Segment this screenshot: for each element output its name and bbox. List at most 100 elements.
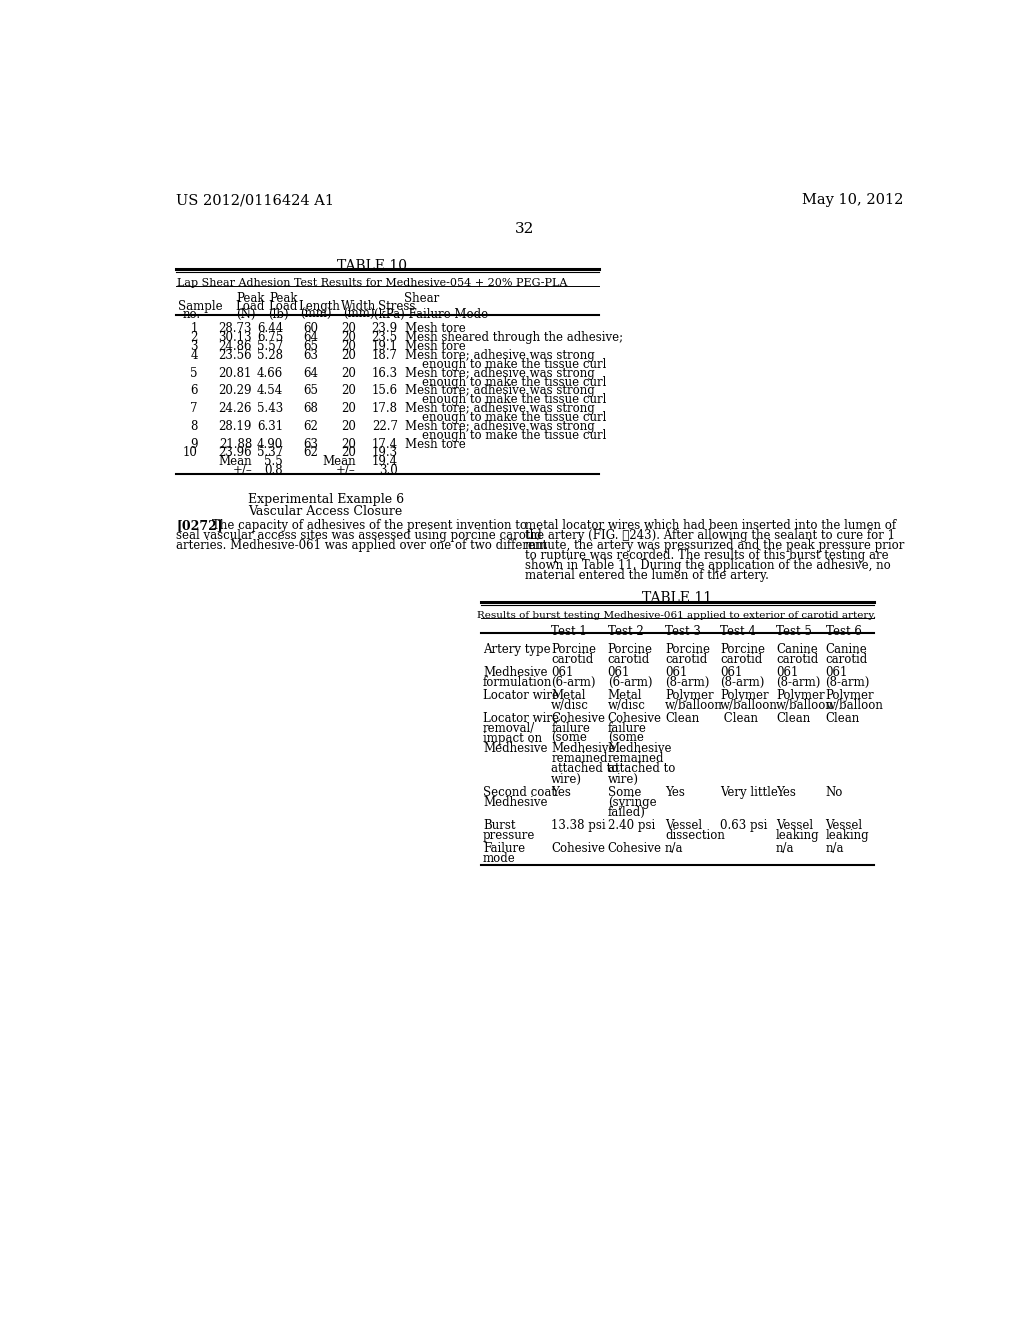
Text: 28.19: 28.19 [219, 420, 252, 433]
Text: Mesh sheared through the adhesive;: Mesh sheared through the adhesive; [406, 331, 624, 345]
Text: Lap Shear Adhesion Test Results for Medhesive-054 + 20% PEG-PLA: Lap Shear Adhesion Test Results for Medh… [177, 277, 567, 288]
Text: Medhesive: Medhesive [483, 667, 548, 680]
Text: 20: 20 [341, 322, 356, 335]
Text: failure: failure [551, 722, 590, 735]
Text: 64: 64 [303, 367, 317, 380]
Text: failure: failure [607, 722, 646, 735]
Text: 061: 061 [825, 667, 848, 680]
Text: 9: 9 [190, 437, 198, 450]
Text: 5.37: 5.37 [257, 446, 283, 459]
Text: (lb): (lb) [268, 308, 289, 321]
Text: 20: 20 [341, 420, 356, 433]
Text: (kPa) Failure Mode: (kPa) Failure Mode [375, 308, 488, 321]
Text: Clean: Clean [720, 713, 758, 726]
Text: 64: 64 [303, 331, 317, 345]
Text: 24.86: 24.86 [218, 341, 252, 354]
Text: Shear: Shear [403, 293, 439, 305]
Text: Cohesive: Cohesive [607, 713, 662, 726]
Text: 68: 68 [303, 403, 317, 414]
Text: Vessel: Vessel [776, 818, 813, 832]
Text: (N): (N) [236, 308, 255, 321]
Text: 23.96: 23.96 [218, 446, 252, 459]
Text: Yes: Yes [776, 785, 796, 799]
Text: Polymer: Polymer [720, 689, 769, 702]
Text: Polymer: Polymer [665, 689, 714, 702]
Text: Medhesive: Medhesive [551, 742, 615, 755]
Text: Width: Width [341, 300, 377, 313]
Text: carotid: carotid [607, 653, 650, 667]
Text: Experimental Example 6: Experimental Example 6 [248, 492, 403, 506]
Text: material entered the lumen of the artery.: material entered the lumen of the artery… [524, 569, 769, 582]
Text: (8-arm): (8-arm) [665, 676, 710, 689]
Text: Yes: Yes [551, 785, 571, 799]
Text: Clean: Clean [825, 713, 860, 726]
Text: Test 2: Test 2 [607, 626, 643, 639]
Text: 10: 10 [183, 446, 198, 459]
Text: Mesh tore; adhesive was strong: Mesh tore; adhesive was strong [406, 384, 595, 397]
Text: Medhesive: Medhesive [607, 742, 672, 755]
Text: 21.88: 21.88 [219, 437, 252, 450]
Text: remained: remained [551, 752, 607, 766]
Text: no.: no. [182, 308, 201, 321]
Text: Polymer: Polymer [825, 689, 874, 702]
Text: Cohesive: Cohesive [551, 842, 605, 855]
Text: Locator wire: Locator wire [483, 713, 559, 726]
Text: Test 6: Test 6 [825, 626, 861, 639]
Text: 2: 2 [190, 331, 198, 345]
Text: 3.0: 3.0 [379, 465, 397, 477]
Text: 17.4: 17.4 [372, 437, 397, 450]
Text: (mm): (mm) [343, 308, 374, 321]
Text: Canine: Canine [825, 643, 867, 656]
Text: Load: Load [234, 300, 264, 313]
Text: TABLE 11: TABLE 11 [642, 591, 712, 605]
Text: 19.1: 19.1 [372, 341, 397, 354]
Text: 13.38 psi: 13.38 psi [551, 818, 606, 832]
Text: 28.73: 28.73 [218, 322, 252, 335]
Text: Some: Some [607, 785, 641, 799]
Text: the artery (FIG. ␴243). After allowing the sealant to cure for 1: the artery (FIG. ␴243). After allowing t… [524, 529, 895, 543]
Text: 63: 63 [303, 437, 317, 450]
Text: Load: Load [268, 300, 298, 313]
Text: w/disc: w/disc [607, 700, 645, 713]
Text: enough to make the tissue curl: enough to make the tissue curl [423, 393, 607, 407]
Text: 2.40 psi: 2.40 psi [607, 818, 655, 832]
Text: 20: 20 [341, 384, 356, 397]
Text: 23.56: 23.56 [218, 348, 252, 362]
Text: 65: 65 [303, 341, 317, 354]
Text: Porcine: Porcine [665, 643, 710, 656]
Text: w/balloon: w/balloon [665, 700, 723, 713]
Text: +/–: +/– [232, 465, 252, 477]
Text: wire): wire) [551, 772, 583, 785]
Text: leaking: leaking [825, 829, 869, 842]
Text: 4.90: 4.90 [257, 437, 283, 450]
Text: n/a: n/a [776, 842, 795, 855]
Text: Clean: Clean [665, 713, 699, 726]
Text: (8-arm): (8-arm) [825, 676, 869, 689]
Text: enough to make the tissue curl: enough to make the tissue curl [423, 429, 607, 442]
Text: 65: 65 [303, 384, 317, 397]
Text: Porcine: Porcine [607, 643, 652, 656]
Text: pressure: pressure [483, 829, 536, 842]
Text: 18.7: 18.7 [372, 348, 397, 362]
Text: failed): failed) [607, 805, 645, 818]
Text: Canine: Canine [776, 643, 817, 656]
Text: (6-arm): (6-arm) [607, 676, 652, 689]
Text: 20.81: 20.81 [219, 367, 252, 380]
Text: Very little: Very little [720, 785, 778, 799]
Text: w/balloon: w/balloon [776, 700, 834, 713]
Text: 8: 8 [190, 420, 198, 433]
Text: dissection: dissection [665, 829, 725, 842]
Text: Cohesive: Cohesive [551, 713, 605, 726]
Text: Medhesive: Medhesive [483, 742, 548, 755]
Text: removal/: removal/ [483, 722, 536, 735]
Text: US 2012/0116424 A1: US 2012/0116424 A1 [176, 193, 334, 207]
Text: 20: 20 [341, 446, 356, 459]
Text: Locator wire: Locator wire [483, 689, 559, 702]
Text: formulation: formulation [483, 676, 552, 689]
Text: 20: 20 [341, 348, 356, 362]
Text: carotid: carotid [665, 653, 708, 667]
Text: 061: 061 [607, 667, 630, 680]
Text: Porcine: Porcine [551, 643, 596, 656]
Text: Mesh tore; adhesive was strong: Mesh tore; adhesive was strong [406, 420, 595, 433]
Text: Peak: Peak [270, 293, 298, 305]
